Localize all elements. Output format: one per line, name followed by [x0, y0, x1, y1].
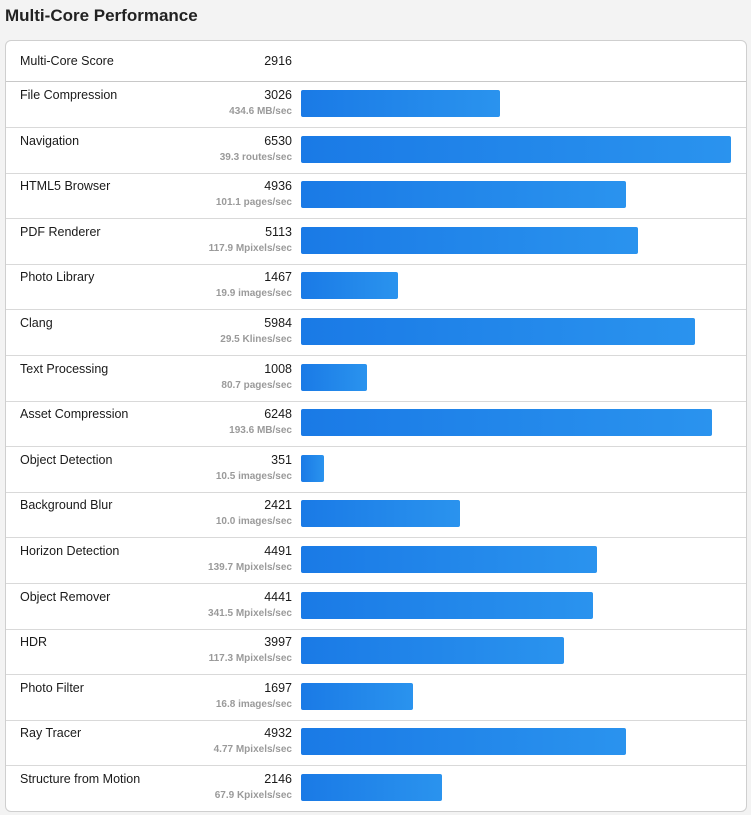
benchmark-score: 4936	[264, 179, 292, 193]
score-bar	[301, 500, 460, 527]
benchmark-row: HDR 3997 117.3 Mpixels/sec	[6, 629, 746, 675]
benchmark-name: HTML5 Browser	[20, 179, 111, 193]
benchmark-name: Object Detection	[20, 453, 113, 467]
benchmark-row: Photo Library 1467 19.9 images/sec	[6, 264, 746, 310]
benchmark-name: Asset Compression	[20, 407, 129, 421]
benchmark-score: 5113	[265, 225, 292, 239]
benchmark-row: Photo Filter 1697 16.8 images/sec	[6, 675, 746, 721]
benchmark-row: Object Remover 4441 341.5 Mpixels/sec	[6, 584, 746, 630]
benchmark-rate: 117.3 Mpixels/sec	[208, 653, 292, 664]
score-bar	[301, 272, 398, 299]
benchmark-name: File Compression	[20, 88, 118, 102]
benchmark-score: 6248	[264, 407, 292, 421]
score-bar	[301, 318, 695, 345]
score-bar	[301, 227, 638, 254]
benchmark-rate: 434.6 MB/sec	[229, 106, 292, 117]
score-bar	[301, 455, 324, 482]
benchmark-name: Photo Library	[20, 270, 95, 284]
score-bar	[301, 136, 731, 163]
summary-row: Multi-Core Score 2916	[6, 41, 746, 82]
benchmark-rate: 341.5 Mpixels/sec	[208, 608, 292, 619]
benchmark-rate: 16.8 images/sec	[215, 699, 292, 710]
benchmark-score: 1467	[264, 270, 292, 284]
benchmark-rate: 139.7 Mpixels/sec	[208, 562, 292, 573]
summary-label: Multi-Core Score	[20, 54, 114, 68]
benchmark-rate: 29.5 Klines/sec	[220, 334, 292, 345]
benchmark-rate: 10.5 images/sec	[215, 471, 292, 482]
benchmark-score: 1697	[264, 681, 292, 695]
benchmark-row: Horizon Detection 4491 139.7 Mpixels/sec	[6, 538, 746, 584]
benchmark-row: Structure from Motion 2146 67.9 Kpixels/se…	[6, 766, 746, 811]
score-bar	[301, 181, 626, 208]
benchmark-rate: 10.0 images/sec	[215, 516, 292, 527]
benchmark-name: Horizon Detection	[20, 544, 120, 558]
benchmark-row: Navigation 6530 39.3 routes/sec	[6, 128, 746, 174]
score-bar	[301, 409, 712, 436]
benchmark-row: File Compression 3026 434.6 MB/sec	[6, 82, 746, 128]
benchmark-score: 4491	[264, 544, 292, 558]
benchmark-score: 3026	[264, 88, 292, 102]
benchmark-score: 2146	[264, 772, 292, 786]
benchmark-score: 351	[271, 453, 292, 467]
benchmark-name: Object Remover	[20, 590, 111, 604]
benchmark-rate: 101.1 pages/sec	[215, 197, 292, 208]
benchmark-name: Clang	[20, 316, 53, 330]
benchmark-rate: 4.77 Mpixels/sec	[213, 744, 292, 755]
benchmark-name: Navigation	[20, 134, 80, 148]
benchmark-rate: 80.7 pages/sec	[221, 380, 292, 391]
benchmark-name: PDF Renderer	[20, 225, 101, 239]
benchmark-name: Background Blur	[20, 498, 113, 512]
benchmark-score: 3997	[264, 635, 292, 649]
benchmark-name: Text Processing	[20, 362, 109, 376]
benchmark-score: 5984	[264, 316, 292, 330]
benchmark-name: Ray Tracer	[20, 726, 82, 740]
benchmark-row: Ray Tracer 4932 4.77 Mpixels/sec	[6, 720, 746, 766]
summary-score: 2916	[264, 54, 292, 68]
benchmark-row: Asset Compression 6248 193.6 MB/sec	[6, 401, 746, 447]
benchmark-rate: 117.9 Mpixels/sec	[208, 243, 292, 254]
benchmark-row: HTML5 Browser 4936 101.1 pages/sec	[6, 173, 746, 219]
benchmark-score: 2421	[264, 498, 292, 512]
score-bar	[301, 637, 564, 664]
benchmark-row: Background Blur 2421 10.0 images/sec	[6, 492, 746, 538]
benchmark-rate: 19.9 images/sec	[215, 288, 292, 299]
score-bar	[301, 364, 367, 391]
benchmark-row: Text Processing 1008 80.7 pages/sec	[6, 356, 746, 402]
benchmark-name: Structure from Motion	[20, 772, 141, 786]
score-bar	[301, 546, 597, 573]
score-bar	[301, 728, 626, 755]
results-card: Multi-Core Score 2916 File Compression 30…	[5, 40, 747, 812]
score-bar	[301, 774, 442, 801]
benchmark-rate: 39.3 routes/sec	[219, 152, 292, 163]
score-bar	[301, 90, 500, 117]
score-bar	[301, 683, 413, 710]
benchmark-name: HDR	[20, 635, 48, 649]
benchmark-row: Object Detection 351 10.5 images/sec	[6, 447, 746, 493]
benchmark-score: 4441	[264, 590, 292, 604]
page-title: Multi-Core Performance	[5, 6, 198, 25]
benchmark-score: 1008	[264, 362, 292, 376]
benchmark-row: PDF Renderer 5113 117.9 Mpixels/sec	[6, 219, 746, 265]
benchmark-rate: 193.6 MB/sec	[229, 425, 292, 436]
benchmark-score: 6530	[264, 134, 292, 148]
benchmark-rate: 67.9 Kpixels/sec	[214, 790, 292, 801]
benchmark-name: Photo Filter	[20, 681, 84, 695]
score-bar	[301, 592, 593, 619]
benchmark-row: Clang 5984 29.5 Klines/sec	[6, 310, 746, 356]
benchmark-score: 4932	[264, 726, 292, 740]
